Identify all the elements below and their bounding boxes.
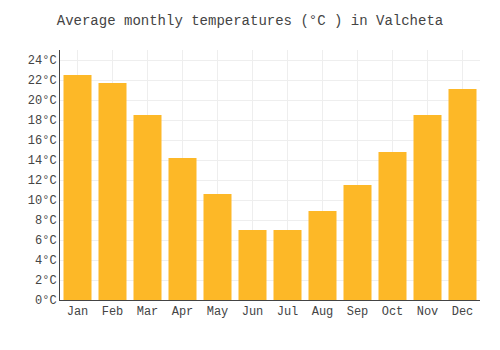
svg-text:4°C: 4°C (35, 254, 57, 268)
svg-text:Apr: Apr (172, 305, 194, 319)
svg-text:8°C: 8°C (35, 214, 57, 228)
svg-text:Aug: Aug (312, 305, 334, 319)
svg-text:12°C: 12°C (28, 174, 57, 188)
svg-text:10°C: 10°C (28, 194, 57, 208)
svg-text:Dec: Dec (452, 305, 474, 319)
svg-text:Average monthly temperatures (: Average monthly temperatures (°C ) in Va… (57, 13, 443, 29)
svg-text:Nov: Nov (417, 305, 439, 319)
svg-text:20°C: 20°C (28, 94, 57, 108)
svg-text:6°C: 6°C (35, 234, 57, 248)
svg-text:2°C: 2°C (35, 274, 57, 288)
svg-text:Feb: Feb (102, 305, 124, 319)
svg-text:24°C: 24°C (28, 54, 57, 68)
svg-text:May: May (207, 305, 229, 319)
svg-text:16°C: 16°C (28, 134, 57, 148)
svg-text:18°C: 18°C (28, 114, 57, 128)
svg-text:22°C: 22°C (28, 74, 57, 88)
svg-text:Jun: Jun (242, 305, 264, 319)
svg-text:Sep: Sep (347, 305, 369, 319)
svg-text:Oct: Oct (382, 305, 404, 319)
svg-text:Jan: Jan (67, 305, 89, 319)
svg-text:14°C: 14°C (28, 154, 57, 168)
svg-text:0°C: 0°C (35, 294, 57, 308)
svg-text:Mar: Mar (137, 305, 159, 319)
svg-text:Jul: Jul (277, 305, 299, 319)
